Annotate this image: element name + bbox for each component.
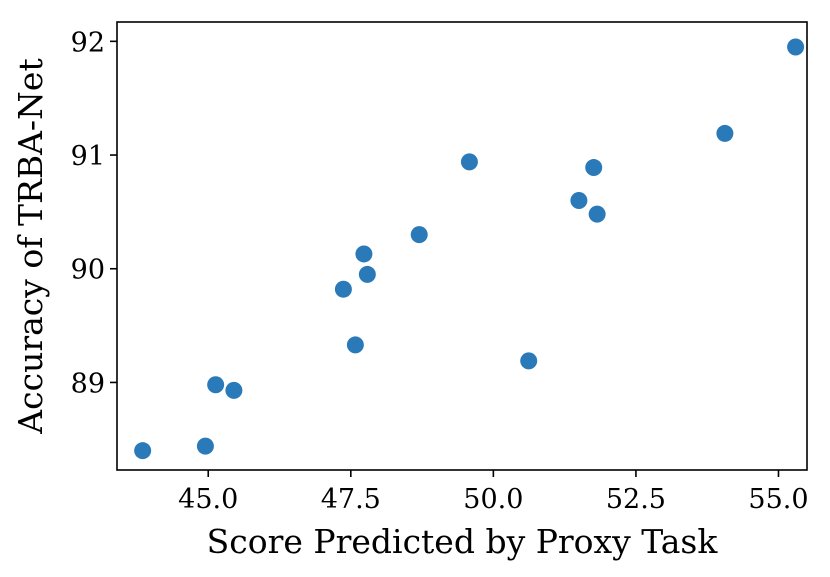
scatter-point <box>346 336 364 354</box>
x-axis-label: Score Predicted by Proxy Task <box>207 522 719 561</box>
scatter-point <box>196 437 214 455</box>
scatter-point <box>588 205 606 223</box>
x-tick-label: 45.0 <box>178 484 238 515</box>
y-axis-label: Accuracy of TRBA-Net <box>11 58 50 434</box>
plot-area <box>117 22 807 470</box>
plot-frame <box>116 21 808 471</box>
scatter-point <box>787 38 805 56</box>
x-tick-label: 52.5 <box>606 484 666 515</box>
scatter-point <box>585 159 603 177</box>
x-tick-label: 50.0 <box>463 484 523 515</box>
data-points <box>134 38 805 460</box>
scatter-point <box>225 381 243 399</box>
scatter-point <box>460 153 478 171</box>
scatter-point <box>134 442 152 460</box>
scatter-point <box>355 245 373 263</box>
y-tick-label: 90 <box>71 255 105 286</box>
scatter-point <box>207 376 225 394</box>
x-tick-label: 47.5 <box>321 484 381 515</box>
x-tick-label: 55.0 <box>748 484 808 515</box>
scatter-point <box>410 226 428 244</box>
y-tick-label: 92 <box>71 27 105 58</box>
axis-ticks: 45.0 47.5 50.0 52.5 55.0 89 90 91 92 <box>71 27 809 515</box>
scatter-point <box>570 192 588 210</box>
y-tick-label: 89 <box>71 368 105 399</box>
scatter-point <box>358 265 376 283</box>
y-tick-label: 91 <box>71 141 105 172</box>
scatter-point <box>334 280 352 298</box>
scatter-point <box>520 352 538 370</box>
scatter-point <box>716 124 734 142</box>
